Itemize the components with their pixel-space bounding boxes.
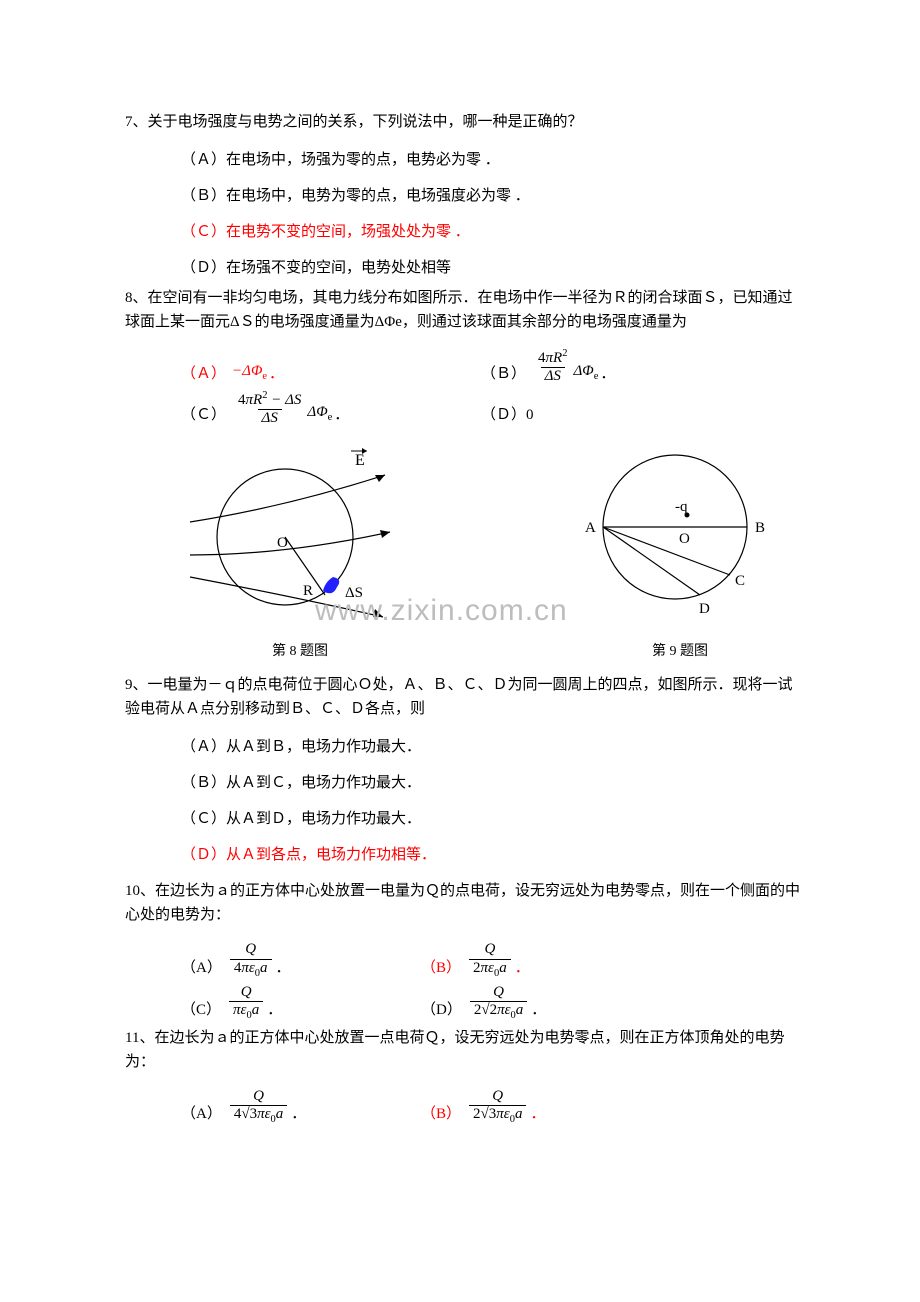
q7-stem: 7、关于电场强度与电势之间的关系，下列说法中，哪一种是正确的？ — [125, 110, 805, 134]
q8-opt-d: （Ｄ）0 — [461, 403, 534, 427]
q8-row2: （Ｃ） 4πR2 − ΔS ΔS ΔΦe． （Ｄ）0 — [125, 390, 805, 428]
q8-svg: E O R ΔS — [185, 437, 415, 627]
diagrams-row: E O R ΔS 第 8 题图 A B C — [185, 437, 805, 663]
q8-c-dot: ． — [334, 403, 349, 427]
q10-d-dot: ． — [531, 998, 546, 1022]
q8-label-b: （Ｂ） — [481, 362, 526, 386]
q10-label-b: （B） — [421, 956, 461, 980]
d-label: D — [699, 601, 710, 617]
q10-b-frac: Q 2πε0a — [469, 941, 511, 979]
q10-label-a: （A） — [181, 956, 222, 980]
q10-opt-c: （C） Q πε0a ． — [125, 984, 401, 1022]
delta-phi: ΔΦ — [242, 363, 262, 379]
q8-a-expr: −ΔΦe — [232, 359, 267, 386]
q9-opt-c: （Ｃ）从Ａ到Ｄ，电场力作功最大． — [181, 807, 805, 831]
q8-c-frac: 4πR2 − ΔS ΔS — [234, 390, 305, 428]
q9-stem: 9、一电量为－ｑ的点电荷位于圆心Ｏ处，Ａ、Ｂ、Ｃ、Ｄ为同一圆周上的四点，如图所示… — [125, 673, 805, 721]
minus-sign: − — [232, 363, 242, 379]
q7-opt-b: （Ｂ）在电场中，电势为零的点，电场强度必为零 ． — [181, 184, 805, 208]
ds-label: ΔS — [345, 585, 363, 601]
q8-stem: 8、在空间有一非均匀电场，其电力线分布如图所示．在电场中作一半径为Ｒ的闭合球面Ｓ… — [125, 286, 805, 334]
q10-label-d: （D） — [421, 998, 462, 1022]
q7-opt-d: （Ｄ）在场强不变的空间，电势处处相等 — [181, 256, 805, 280]
q10-opt-d: （D） Q 2√2πε0a ． — [401, 984, 546, 1022]
q8-c-tail: ΔΦe — [307, 400, 332, 427]
q10-b-dot: ． — [515, 956, 530, 980]
q8-b-dot: ． — [600, 362, 615, 386]
o9-label: O — [679, 531, 690, 547]
r-label: R — [303, 583, 313, 599]
q11-opt-b: （B） Q 2√3πε0a ． — [401, 1088, 545, 1126]
diagram-9: A B C D O -q 第 9 题图 — [555, 437, 805, 663]
q7-opt-c: （Ｃ）在电势不变的空间，场强处处为零 ． — [181, 220, 805, 244]
q8-label-a: （Ａ） — [181, 362, 226, 386]
q8-b-frac: 4πR2 ΔS — [534, 348, 571, 386]
q11-b-dot: ． — [530, 1102, 545, 1126]
caption-8: 第 8 题图 — [185, 641, 415, 663]
q9-svg: A B C D O -q — [555, 437, 805, 627]
q9-opt-a: （Ａ）从Ａ到Ｂ，电场力作功最大． — [181, 735, 805, 759]
q10-c-dot: ． — [267, 998, 282, 1022]
q9-opt-b: （Ｂ）从Ａ到Ｃ，电场力作功最大． — [181, 771, 805, 795]
q11-row1: （A） Q 4√3πε0a ． （B） Q 2√3πε0a ． — [125, 1088, 805, 1126]
q10-a-frac: Q 4πε0a — [230, 941, 272, 979]
q7-opt-a: （Ａ）在电场中，场强为零的点，电势必为零 ． — [181, 148, 805, 172]
q9-opt-d: （Ｄ）从Ａ到各点，电场力作功相等． — [181, 843, 805, 867]
q9-options: （Ａ）从Ａ到Ｂ，电场力作功最大． （Ｂ）从Ａ到Ｃ，电场力作功最大． （Ｃ）从Ａ到… — [125, 735, 805, 867]
q7-options: （Ａ）在电场中，场强为零的点，电势必为零 ． （Ｂ）在电场中，电势为零的点，电场… — [125, 148, 805, 280]
q11-a-frac: Q 4√3πε0a — [230, 1088, 287, 1126]
q8-row1: （Ａ） −ΔΦe ． （Ｂ） 4πR2 ΔS ΔΦe． — [125, 348, 805, 386]
q10-c-frac: Q πε0a — [229, 984, 263, 1022]
q10-a-dot: ． — [276, 956, 291, 980]
q11-opt-a: （A） Q 4√3πε0a ． — [125, 1088, 401, 1126]
o-label: O — [277, 535, 288, 551]
q10-d-frac: Q 2√2πε0a — [470, 984, 527, 1022]
q11-a-dot: ． — [291, 1102, 306, 1126]
q8-opt-c: （Ｃ） 4πR2 − ΔS ΔS ΔΦe． — [125, 390, 461, 428]
q8-opt-a: （Ａ） −ΔΦe ． — [125, 359, 461, 386]
page: 7、关于电场强度与电势之间的关系，下列说法中，哪一种是正确的？ （Ａ）在电场中，… — [0, 0, 920, 1190]
caption-9: 第 9 题图 — [555, 641, 805, 663]
q8-label-d: （Ｄ）0 — [481, 403, 534, 427]
q8-opt-b: （Ｂ） 4πR2 ΔS ΔΦe． — [461, 348, 615, 386]
sub-e: e — [262, 371, 267, 382]
q10-row1: （A） Q 4πε0a ． （B） Q 2πε0a ． — [125, 941, 805, 979]
q8-label-c: （Ｃ） — [181, 403, 226, 427]
q11-label-b: （B） — [421, 1102, 461, 1126]
q8-a-dot: ． — [269, 362, 284, 386]
e-label: E — [355, 452, 365, 469]
q10-label-c: （C） — [181, 998, 221, 1022]
q-label: -q — [675, 499, 688, 515]
diagram-8: E O R ΔS 第 8 题图 — [185, 437, 415, 663]
q11-label-a: （A） — [181, 1102, 222, 1126]
q10-opt-a: （A） Q 4πε0a ． — [125, 941, 401, 979]
q8-b-tail: ΔΦe — [573, 359, 598, 386]
q11-b-frac: Q 2√3πε0a — [469, 1088, 526, 1126]
q10-row2: （C） Q πε0a ． （D） Q 2√2πε0a ． — [125, 984, 805, 1022]
c-label: C — [735, 573, 745, 589]
a-label: A — [585, 520, 596, 536]
q10-opt-b: （B） Q 2πε0a ． — [401, 941, 530, 979]
q11-stem: 11、在边长为ａ的正方体中心处放置一点电荷Ｑ，设无穷远处为电势零点，则在正方体顶… — [125, 1026, 805, 1074]
b-label: B — [755, 520, 765, 536]
q10-stem: 10、在边长为ａ的正方体中心处放置一电量为Ｑ的点电荷，设无穷远处为电势零点，则在… — [125, 879, 805, 927]
